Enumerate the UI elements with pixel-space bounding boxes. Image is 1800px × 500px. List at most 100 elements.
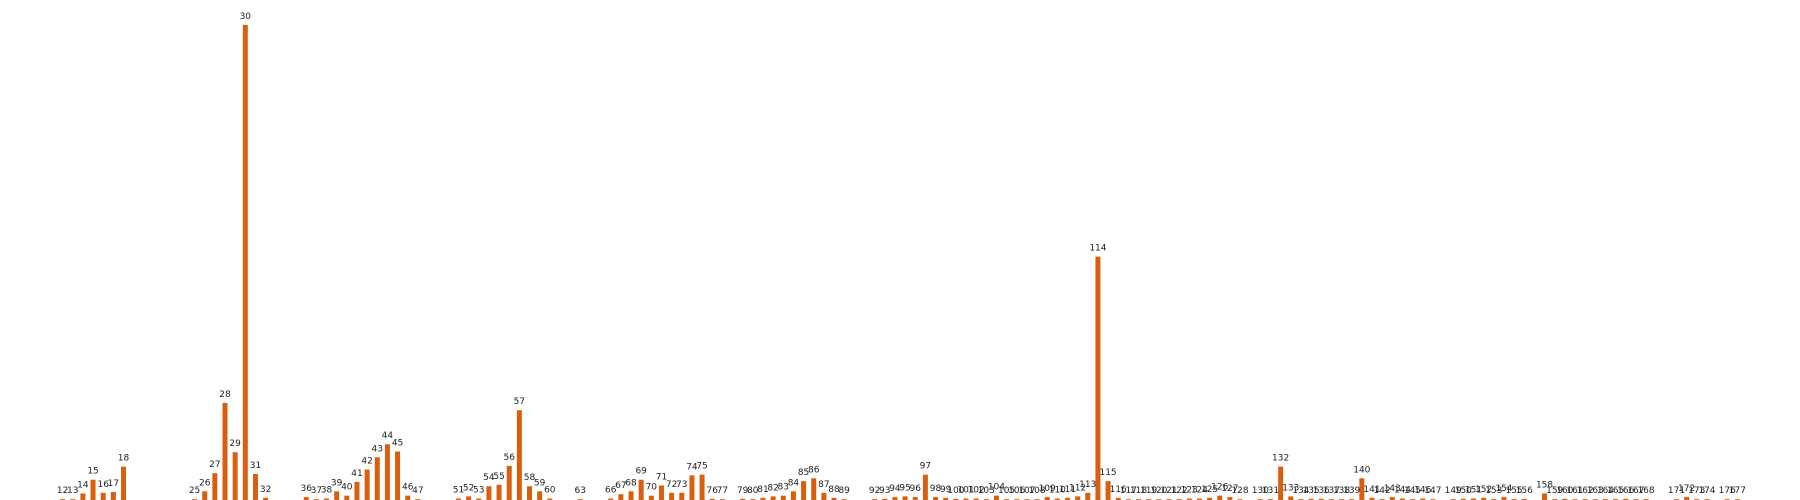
bar-124 (1196, 498, 1202, 500)
bar-label-81: 81 (757, 485, 768, 495)
bar-46 (405, 495, 411, 500)
bar-72 (669, 492, 675, 500)
bar-87 (821, 492, 827, 500)
bar-label-105: 105 (998, 486, 1015, 496)
bar-label-97: 97 (920, 462, 931, 472)
bar-30 (242, 24, 248, 500)
bar-label-167: 167 (1627, 486, 1644, 496)
bar-86 (811, 478, 817, 500)
bar-label-161: 161 (1566, 486, 1583, 496)
bar-label-137: 137 (1323, 486, 1340, 496)
bar-29 (232, 452, 238, 500)
bar-74 (689, 475, 695, 500)
bar-67 (618, 494, 624, 500)
bar-39 (334, 491, 340, 500)
bar-label-114: 114 (1089, 244, 1106, 254)
bar-label-99: 99 (940, 485, 952, 495)
bar-label-15: 15 (87, 467, 98, 477)
bar-53 (476, 498, 482, 500)
bar-label-39: 39 (331, 478, 343, 488)
bar-label-160: 160 (1556, 486, 1573, 496)
bar-56 (506, 465, 512, 500)
bar-label-111: 111 (1059, 485, 1076, 495)
bar-label-121: 121 (1160, 486, 1177, 496)
bar-label-13: 13 (67, 486, 78, 496)
bar-38 (324, 498, 330, 500)
bar-label-80: 80 (747, 486, 759, 496)
bar-label-68: 68 (625, 478, 637, 488)
bar-94 (892, 497, 898, 500)
bar-label-133: 133 (1282, 483, 1299, 493)
bar-40 (344, 495, 350, 500)
bar-52 (466, 496, 472, 500)
bar-label-112: 112 (1069, 483, 1086, 493)
bar-114 (1095, 256, 1101, 500)
bar-113 (1085, 492, 1091, 500)
bar-93 (882, 498, 888, 500)
bar-label-120: 120 (1150, 486, 1167, 496)
bar-59 (537, 491, 543, 500)
bar-label-43: 43 (372, 444, 383, 454)
bar-label-168: 168 (1637, 486, 1654, 496)
bar-143 (1389, 497, 1395, 500)
bar-label-165: 165 (1607, 486, 1624, 496)
bar-135 (1308, 498, 1314, 500)
bar-label-117: 117 (1120, 486, 1137, 496)
bar-144 (1399, 498, 1405, 500)
bar-label-88: 88 (828, 485, 840, 495)
bar-label-104: 104 (988, 483, 1005, 493)
bar-label-84: 84 (788, 478, 800, 488)
bar-label-142: 142 (1374, 486, 1391, 496)
bar-label-16: 16 (97, 480, 109, 490)
bar-label-106: 106 (1008, 486, 1025, 496)
bar-label-56: 56 (503, 453, 515, 463)
bar-150 (1460, 498, 1466, 500)
bar-label-53: 53 (473, 486, 484, 496)
bar-66 (608, 498, 614, 500)
bar-label-113: 113 (1079, 480, 1096, 490)
bar-95 (902, 496, 908, 500)
bar-136 (1318, 498, 1324, 500)
bar-label-67: 67 (615, 481, 626, 491)
bar-label-46: 46 (402, 483, 414, 493)
bar-116 (1115, 497, 1121, 500)
bar-label-164: 164 (1597, 486, 1614, 496)
bar-label-116: 116 (1110, 485, 1127, 495)
bar-label-27: 27 (209, 460, 220, 470)
bar-99 (943, 497, 949, 500)
bar-label-110: 110 (1049, 486, 1066, 496)
bar-146 (1420, 498, 1426, 500)
bar-label-126: 126 (1211, 483, 1228, 493)
bar-label-72: 72 (666, 480, 677, 490)
bar-31 (252, 473, 258, 500)
bar-label-147: 147 (1424, 486, 1441, 496)
bar-label-102: 102 (968, 486, 985, 496)
bar-label-122: 122 (1171, 486, 1188, 496)
bar-label-29: 29 (229, 439, 241, 449)
bar-82 (770, 496, 776, 500)
bar-label-159: 159 (1546, 486, 1563, 496)
bar-88 (831, 497, 837, 500)
bar-133 (1288, 496, 1294, 500)
bar-label-152: 152 (1475, 485, 1492, 495)
bar-label-123: 123 (1181, 486, 1198, 496)
bar-label-119: 119 (1140, 486, 1157, 496)
bar-label-69: 69 (635, 467, 647, 477)
bar-154 (1501, 497, 1507, 500)
bar-label-135: 135 (1302, 486, 1319, 496)
bar-label-41: 41 (351, 469, 362, 479)
bar-152 (1481, 497, 1487, 500)
bar-label-18: 18 (118, 454, 130, 464)
bar-label-47: 47 (412, 486, 423, 496)
bar-112 (1075, 496, 1081, 500)
bar-label-109: 109 (1039, 484, 1056, 494)
bar-label-95: 95 (899, 483, 910, 493)
bar-label-138: 138 (1333, 486, 1350, 496)
bar-label-146: 146 (1414, 486, 1431, 496)
bar-label-52: 52 (463, 483, 474, 493)
bar-132 (1278, 466, 1284, 500)
bar-label-163: 163 (1587, 486, 1604, 496)
bar-label-17: 17 (108, 479, 119, 489)
bar-45 (395, 451, 401, 500)
bar-label-96: 96 (910, 484, 922, 494)
